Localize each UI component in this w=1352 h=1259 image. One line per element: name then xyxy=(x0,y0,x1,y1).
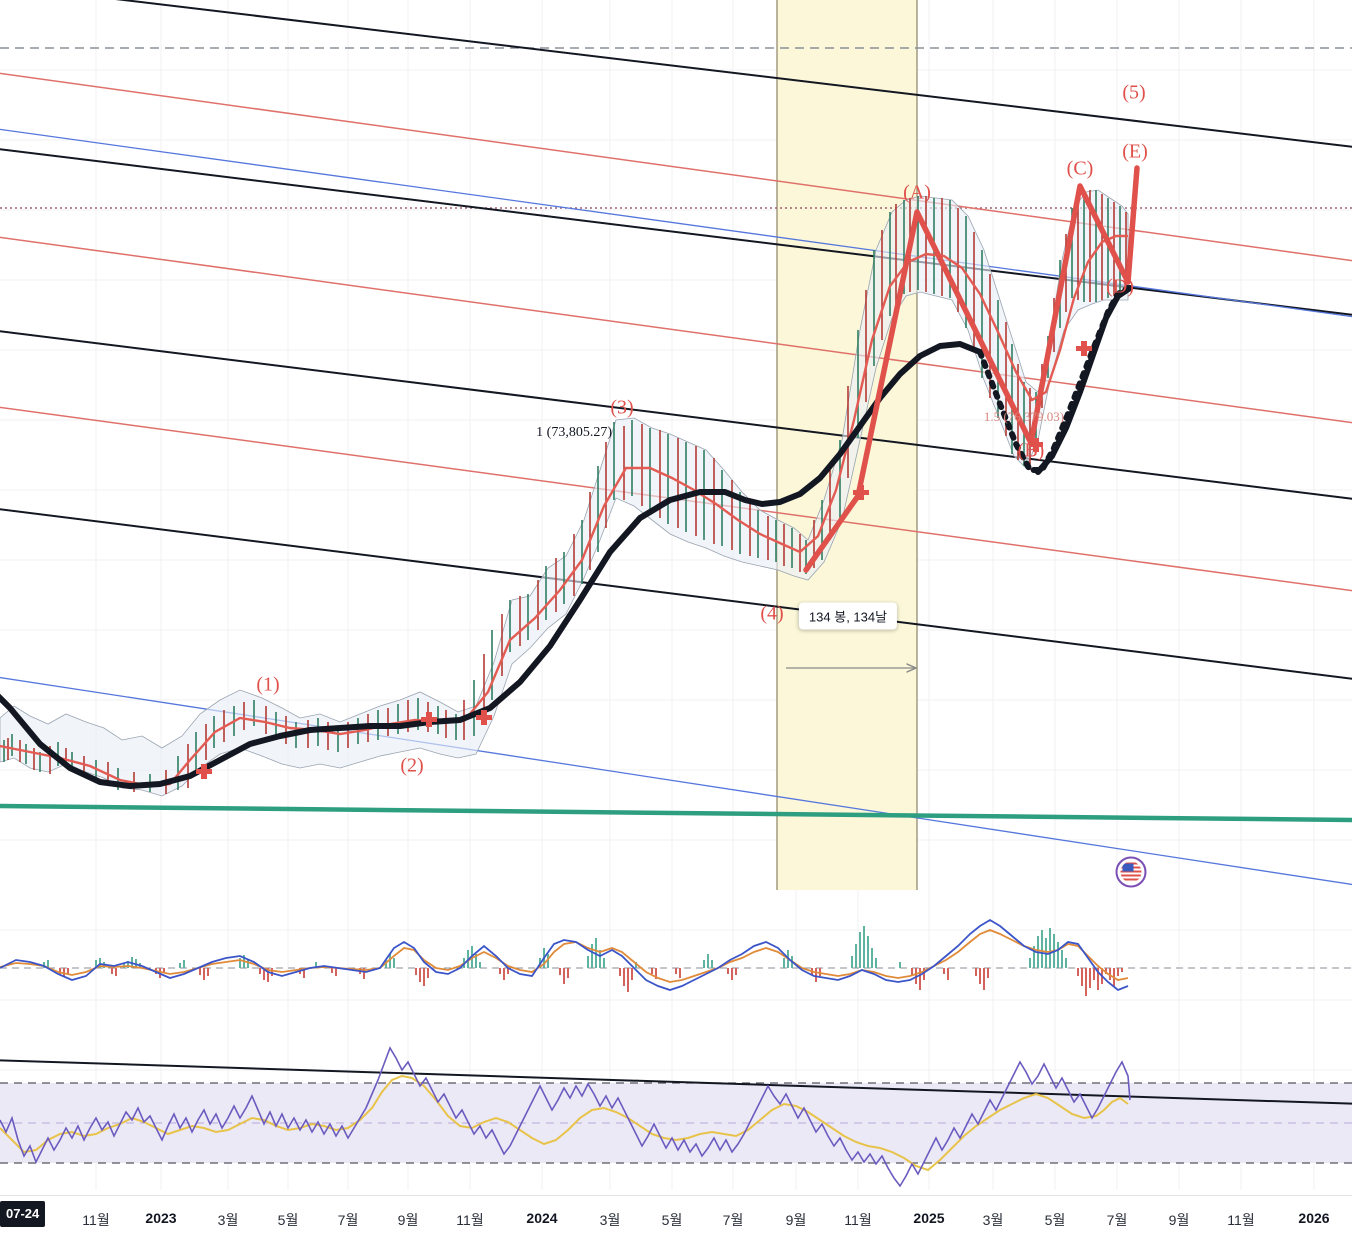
x-axis-tick: 2024 xyxy=(526,1210,558,1226)
x-axis-tick: 7월 xyxy=(722,1212,744,1228)
wave-label[interactable]: (3) xyxy=(610,396,634,419)
x-axis-tick: 5월 xyxy=(1044,1212,1066,1228)
rsi-signal-yellow[interactable] xyxy=(0,1074,1129,1172)
wave-label[interactable]: (D) xyxy=(1106,275,1134,298)
fib-price-label-15[interactable]: 1.5 (76,379.03) xyxy=(983,409,1065,424)
x-axis-tick: 3월 xyxy=(599,1212,621,1228)
ma-black-line[interactable] xyxy=(0,341,983,789)
wave-label[interactable]: (C) xyxy=(1066,157,1094,180)
fib-price-label-1[interactable]: 1 (73,805.27) xyxy=(536,425,612,440)
macd-signal-blue[interactable] xyxy=(0,918,1129,992)
rsi-trendline[interactable] xyxy=(0,1059,1352,1105)
x-axis-tick: 11월 xyxy=(1227,1212,1255,1228)
macd-pane[interactable] xyxy=(0,918,1352,996)
x-axis-tick: 11월 xyxy=(82,1212,110,1228)
support-line-green[interactable] xyxy=(0,803,1352,823)
rsi-pane[interactable] xyxy=(0,1046,1352,1188)
x-axis-tick: 3월 xyxy=(982,1212,1004,1228)
x-axis-tick: 11월 xyxy=(456,1212,484,1228)
trend-channel-black[interactable] xyxy=(0,0,1352,680)
x-axis-tick: 7월 xyxy=(1106,1212,1128,1228)
x-axis-tick: 11월 xyxy=(844,1212,872,1228)
x-axis-tick: 3월 xyxy=(217,1212,239,1228)
wave-label[interactable]: (B) xyxy=(1017,439,1045,462)
wave-label[interactable]: (E) xyxy=(1122,140,1148,163)
x-axis-tick: 7월 xyxy=(337,1212,359,1228)
x-axis-tick: 9월 xyxy=(785,1212,807,1228)
x-axis-tick: 5월 xyxy=(277,1212,299,1228)
x-axis-tick: 2023 xyxy=(145,1210,177,1226)
x-axis-tick: 2025 xyxy=(913,1210,945,1226)
rsi-line-purple[interactable] xyxy=(0,1046,1131,1188)
elliott-wave-path[interactable] xyxy=(803,165,1140,573)
wave-label[interactable]: (5) xyxy=(1122,81,1146,104)
macd-line-orange[interactable] xyxy=(0,929,1129,983)
wave-label[interactable]: (4) xyxy=(760,602,784,625)
wave-label[interactable]: (1) xyxy=(256,673,280,696)
ma-black-tail[interactable] xyxy=(1035,285,1133,475)
x-axis[interactable]: 07-24 11월 2023 3월 5월 7월 9월 11월 2024 3월 5월 7월 9월 11월 20… xyxy=(0,1195,1352,1259)
horizontal-gridlines xyxy=(0,69,1352,1141)
wave-label[interactable]: (A) xyxy=(903,181,931,204)
us-flag-badge-icon[interactable] xyxy=(1115,856,1147,888)
measurement-tooltip[interactable]: 134 봉, 134날 xyxy=(798,602,898,630)
ma-black-projection[interactable] xyxy=(977,285,1131,473)
x-axis-tick: 2026 xyxy=(1298,1210,1330,1226)
x-axis-tick: 9월 xyxy=(1168,1212,1190,1228)
x-axis-tick: 9월 xyxy=(397,1212,419,1228)
ma-red-line[interactable] xyxy=(0,234,1128,788)
x-axis-current-badge[interactable]: 07-24 xyxy=(0,1201,46,1227)
x-axis-tick: 5월 xyxy=(661,1212,683,1228)
candlestick-series xyxy=(3,190,1127,794)
wave-label[interactable]: (2) xyxy=(400,754,424,777)
